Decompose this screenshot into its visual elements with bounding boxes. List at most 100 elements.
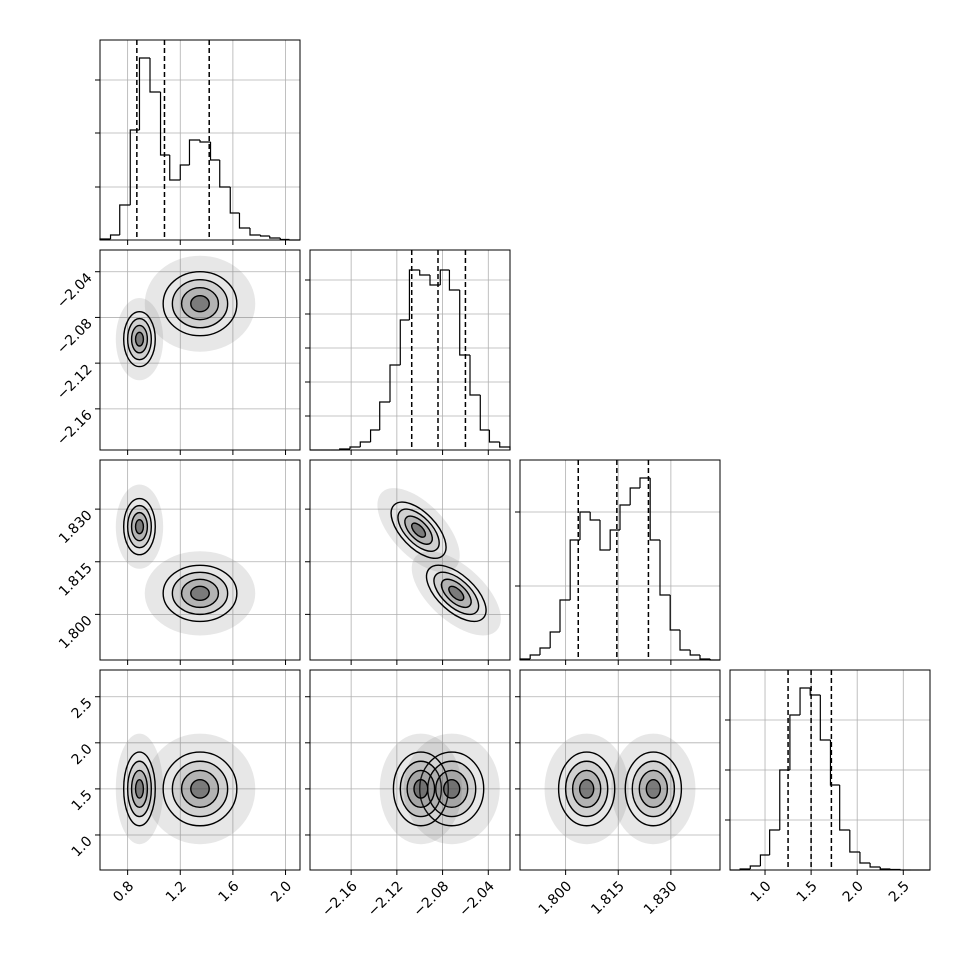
contour (144, 733, 256, 845)
contour (171, 571, 229, 616)
panel (305, 459, 511, 665)
panel-frame (729, 669, 931, 871)
panel: 1.0 1.5 2.0 2.5 (725, 669, 931, 905)
hist-bin (589, 512, 600, 521)
hist-bin (789, 714, 801, 770)
hist-bin (649, 478, 660, 541)
contour (162, 751, 238, 827)
contour (377, 488, 460, 573)
contour (433, 571, 480, 616)
hist-bin (819, 695, 831, 741)
contour (435, 769, 469, 809)
panel-frame (99, 669, 301, 871)
x-tick-label: 2.0 (840, 878, 867, 905)
contour (134, 518, 145, 535)
hist-bin (569, 539, 580, 600)
hist-bin (669, 595, 680, 631)
contour (638, 769, 669, 809)
hist-bin (809, 688, 821, 696)
hist-bin (249, 228, 261, 236)
y-tick-label: 1.815 (56, 560, 96, 600)
hist-bin (349, 446, 361, 449)
hist-bin (169, 155, 181, 181)
panel-frame (99, 459, 301, 661)
x-tick-label: 1.800 (536, 878, 576, 918)
hist-bin (599, 520, 611, 551)
contour (557, 751, 616, 827)
density (115, 484, 256, 636)
hist-bin (859, 852, 871, 864)
contour (190, 295, 210, 313)
x-tick-label: 0.8 (110, 878, 137, 905)
hist-bin (259, 235, 270, 237)
panel-frame (519, 459, 721, 661)
contour (544, 733, 629, 845)
hist-bin (549, 631, 560, 648)
hist-bin (539, 647, 551, 655)
x-tick-label: 2.0 (268, 878, 295, 905)
hist-bin (829, 740, 840, 786)
hist-bin (448, 270, 460, 291)
panel-frame (309, 249, 511, 451)
panel: −2.16−2.12−2.08−2.04 (305, 669, 511, 920)
contour (134, 331, 145, 347)
contour (611, 733, 696, 845)
contour (397, 508, 440, 552)
contour (448, 585, 465, 602)
contour (411, 522, 427, 538)
contour (115, 733, 164, 845)
contour (134, 778, 145, 799)
contour (180, 578, 220, 609)
hist-bin (839, 785, 850, 831)
contour (130, 511, 149, 542)
hist-bin (639, 477, 651, 488)
contour (390, 501, 447, 559)
contour (631, 760, 676, 818)
contour (440, 578, 472, 609)
hist-bin (499, 442, 511, 450)
y-tick-label: −2.16 (54, 407, 96, 449)
contour (115, 484, 164, 569)
x-tick-label: −2.16 (319, 878, 361, 920)
hist-bin (119, 204, 131, 235)
contour (130, 769, 149, 809)
hist-bin (399, 319, 410, 365)
contour (190, 585, 210, 602)
panel-frame (309, 459, 511, 661)
density (377, 488, 501, 636)
hist-bin (479, 395, 490, 431)
contour (122, 751, 156, 827)
contour (443, 778, 461, 799)
hist-bin (408, 269, 420, 320)
hist-bin (779, 769, 790, 830)
hist-bin (769, 829, 780, 855)
hist-bin (419, 270, 430, 276)
contour (564, 760, 609, 818)
x-tick-label: 1.5 (794, 878, 821, 905)
hist-bin (659, 540, 671, 596)
x-tick-label: 1.815 (588, 878, 628, 918)
density (379, 733, 500, 845)
contour (419, 751, 485, 827)
hist-bin (869, 863, 881, 868)
contour (578, 778, 595, 799)
panel: 0.8 1.2 1.6 2.0 1.0 1.5 2.0 2.5 (69, 669, 301, 905)
x-tick-label: −2.08 (411, 878, 453, 920)
hist-bin (138, 57, 150, 130)
contour (413, 778, 429, 799)
density (544, 733, 696, 845)
hist-bin (459, 290, 470, 356)
hist-bin (369, 429, 380, 442)
hist-bin (188, 139, 200, 165)
hist-bin (439, 269, 450, 285)
panel-frame (99, 39, 301, 241)
x-tick-label: 1.2 (163, 878, 190, 905)
contour (425, 564, 487, 623)
y-tick-label: −2.12 (54, 361, 96, 403)
y-tick-label: 1.5 (69, 787, 96, 814)
panel (305, 249, 511, 455)
y-tick-label: 1.0 (69, 833, 96, 860)
hist-bin (679, 630, 691, 651)
y-tick-label: 2.0 (69, 741, 96, 768)
hist-bin (889, 868, 901, 871)
